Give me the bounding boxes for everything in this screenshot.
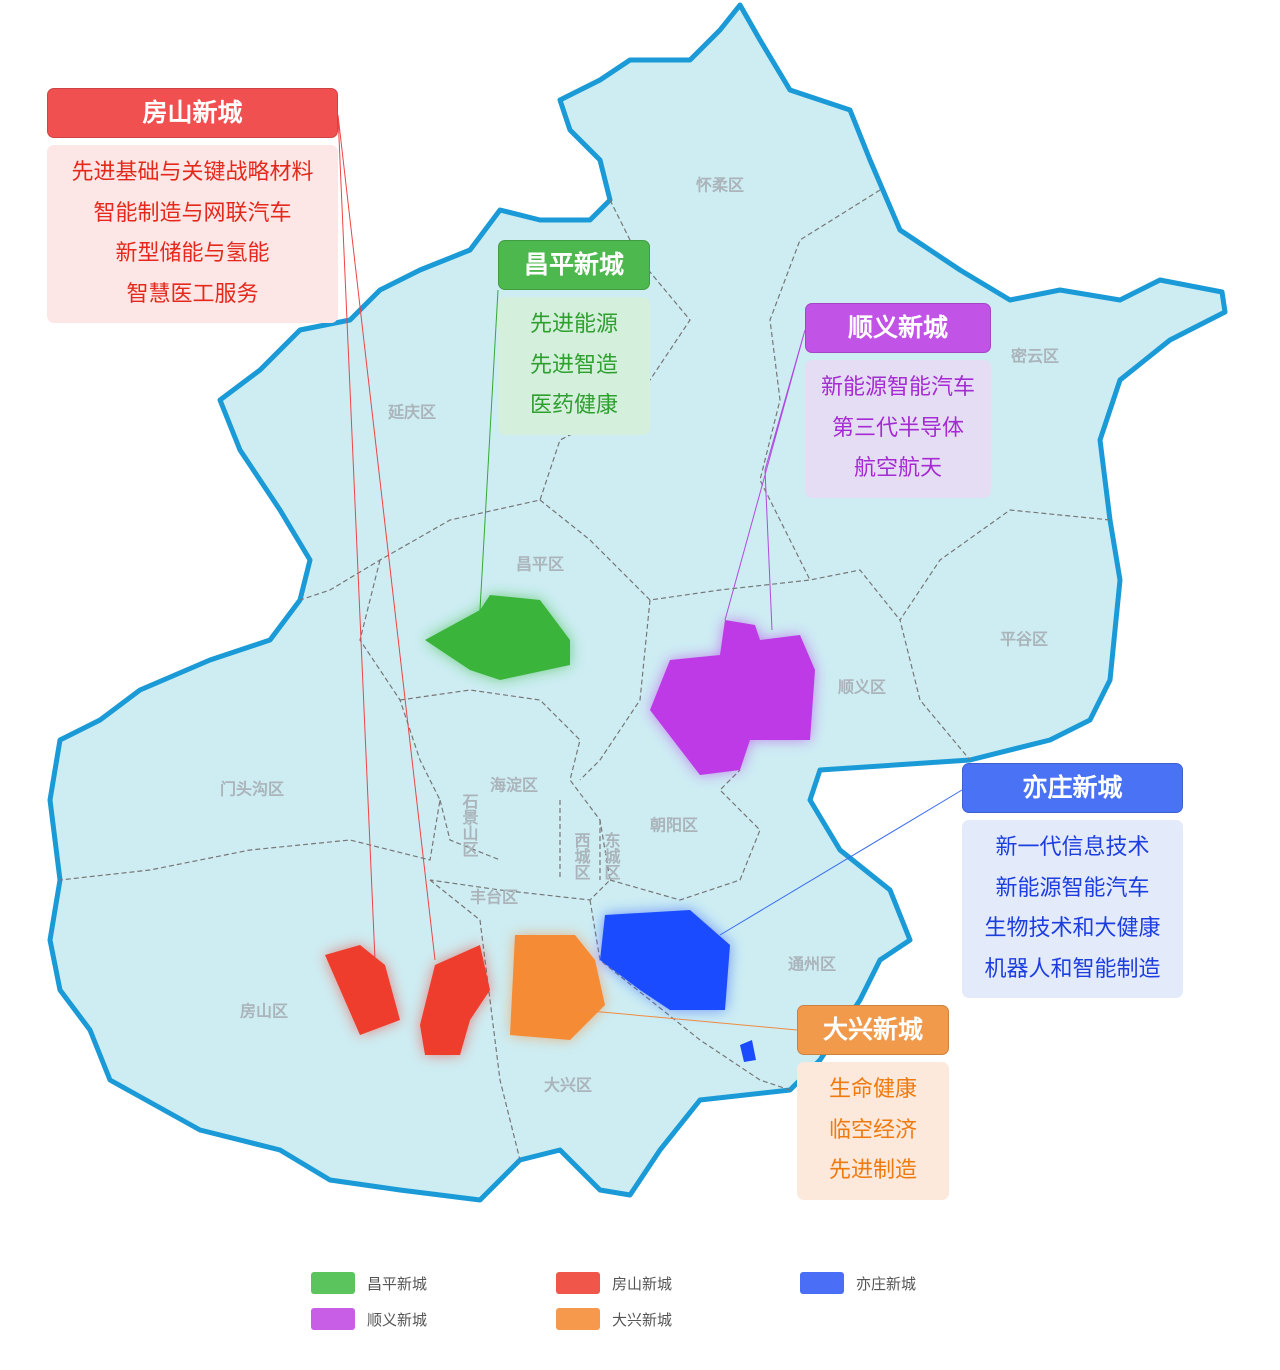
callout-title: 大兴新城 bbox=[797, 1005, 949, 1055]
new-city-callout: 房山新城先进基础与关键战略材料 智能制造与网联汽车 新型储能与氢能 智慧医工服务 bbox=[47, 88, 338, 323]
legend-item: 昌平新城 bbox=[311, 1272, 427, 1294]
legend-swatch bbox=[556, 1272, 600, 1294]
industry-item: 医药健康 bbox=[529, 393, 618, 418]
legend-label: 大兴新城 bbox=[612, 1310, 673, 1329]
industry-item: 新一代信息技术 bbox=[995, 835, 1150, 860]
callout-title: 昌平新城 bbox=[498, 240, 650, 290]
new-city-callout: 顺义新城新能源智能汽车 第三代半导体 航空航天 bbox=[805, 303, 991, 498]
industry-item: 第三代半导体 bbox=[831, 415, 964, 441]
industry-item: 先进基础与关键战略材料 bbox=[71, 160, 314, 185]
industry-item: 先进制造 bbox=[828, 1158, 917, 1183]
industry-item: 生命健康 bbox=[828, 1077, 917, 1102]
legend-item: 顺义新城 bbox=[311, 1308, 427, 1330]
callout-body: 先进能源先进智造医药健康 bbox=[498, 297, 650, 435]
leader-lines bbox=[337, 114, 963, 1031]
legend-label: 顺义新城 bbox=[367, 1310, 428, 1329]
district-label: 海淀区 bbox=[490, 776, 538, 795]
district-label: 平谷区 bbox=[1000, 630, 1048, 649]
industry-item: 航空航天 bbox=[853, 456, 942, 481]
callout-body: 新能源智能汽车 第三代半导体 航空航天 bbox=[805, 360, 991, 498]
legend-swatch bbox=[556, 1308, 600, 1330]
legend-swatch bbox=[311, 1272, 355, 1294]
district-label: 大兴区 bbox=[544, 1076, 592, 1095]
industry-item: 智能制造与网联汽车 bbox=[93, 200, 292, 226]
callout-title: 房山新城 bbox=[47, 88, 338, 138]
new-city-areas bbox=[325, 595, 815, 1062]
district-label: 朝阳区 bbox=[650, 816, 698, 835]
industry-item: 先进能源 bbox=[529, 312, 618, 337]
district-label: 丰台区 bbox=[470, 888, 518, 907]
district-label: 怀柔区 bbox=[696, 176, 744, 195]
legend-item: 亦庄新城 bbox=[800, 1272, 916, 1294]
district-label: 顺义区 bbox=[838, 678, 886, 697]
industry-item: 生物技术和大健康 bbox=[984, 916, 1161, 941]
callout-body: 先进基础与关键战略材料 智能制造与网联汽车 新型储能与氢能 智慧医工服务 bbox=[47, 145, 338, 323]
district-label: 通州区 bbox=[788, 955, 836, 974]
callout-body: 新一代信息技术 新能源智能汽车 生物技术和大健康 机器人和智能制造 bbox=[962, 820, 1183, 998]
industry-item: 新能源智能汽车 bbox=[820, 375, 975, 400]
district-label: 石景山区 bbox=[460, 793, 480, 857]
callout-title: 亦庄新城 bbox=[962, 763, 1183, 813]
legend-item: 房山新城 bbox=[556, 1272, 672, 1294]
legend-label: 昌平新城 bbox=[367, 1274, 428, 1293]
new-city-callout: 昌平新城先进能源先进智造医药健康 bbox=[498, 240, 650, 435]
district-label: 昌平区 bbox=[516, 555, 564, 574]
district-label: 延庆区 bbox=[387, 403, 436, 422]
industry-item: 新型储能与氢能 bbox=[115, 241, 270, 266]
legend-item: 大兴新城 bbox=[556, 1308, 672, 1330]
district-label: 门头沟区 bbox=[220, 780, 284, 799]
new-city-callout: 亦庄新城新一代信息技术 新能源智能汽车 生物技术和大健康 机器人和智能制造 bbox=[962, 763, 1183, 998]
legend-swatch bbox=[800, 1272, 844, 1294]
industry-item: 新能源智能汽车 bbox=[995, 875, 1150, 901]
callout-title: 顺义新城 bbox=[805, 303, 991, 353]
district-label: 密云区 bbox=[1010, 347, 1059, 366]
industry-item: 临空经济 bbox=[828, 1117, 917, 1143]
district-label: 西城区 bbox=[572, 832, 591, 880]
industry-item: 先进智造 bbox=[529, 352, 618, 378]
legend-swatch bbox=[311, 1308, 355, 1330]
industry-item: 机器人和智能制造 bbox=[984, 956, 1161, 982]
callout-body: 生命健康临空经济先进制造 bbox=[797, 1062, 949, 1200]
legend-label: 房山新城 bbox=[612, 1274, 673, 1293]
legend-label: 亦庄新城 bbox=[856, 1274, 917, 1293]
district-borders bbox=[59, 189, 1111, 1161]
industry-item: 智慧医工服务 bbox=[126, 281, 259, 307]
district-label: 房山区 bbox=[240, 1002, 288, 1021]
district-label: 东城区 bbox=[602, 831, 621, 880]
new-city-callout: 大兴新城生命健康临空经济先进制造 bbox=[797, 1005, 949, 1200]
